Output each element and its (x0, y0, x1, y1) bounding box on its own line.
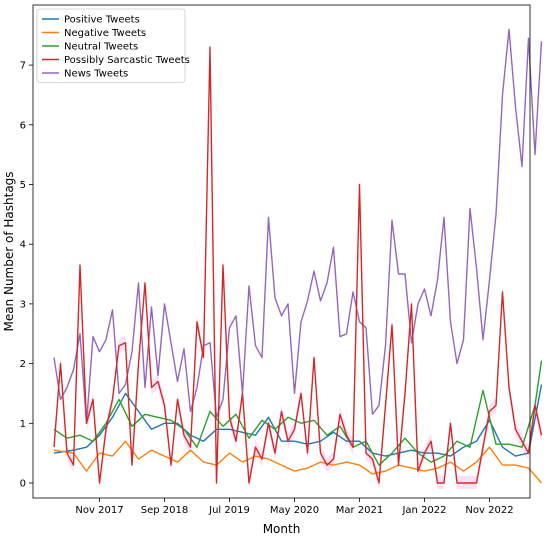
legend-entry: Negative Tweets (64, 28, 146, 39)
series-line-positive-tweets (53, 384, 543, 457)
y-tick-label: 0 (20, 479, 26, 490)
legend-box (36, 8, 186, 83)
x-tick-label: Sep 2018 (141, 505, 188, 516)
series-line-neutral-tweets (53, 360, 543, 466)
series-line-negative-tweets (53, 440, 543, 484)
plot-area-frame (32, 4, 531, 499)
series-line-possibly-sarcastic-tweets (53, 46, 543, 484)
y-tick-label: 5 (20, 180, 26, 191)
legend-entry: Positive Tweets (64, 15, 140, 26)
x-tick-label: Mar 2021 (336, 505, 384, 516)
y-tick-label: 2 (20, 359, 26, 370)
y-tick-label: 3 (20, 299, 26, 310)
y-axis-title: Mean Number of Hashtags (2, 171, 16, 331)
series-layer (53, 28, 543, 484)
y-tick-label: 6 (20, 120, 26, 131)
y-tick-label: 4 (20, 240, 26, 251)
x-tick-label: Jul 2019 (208, 505, 250, 516)
x-tick-label: May 2020 (270, 505, 319, 516)
x-tick-label: Jan 2022 (401, 505, 446, 516)
y-tick-label: 1 (20, 419, 26, 430)
legend-entry: Neutral Tweets (64, 42, 138, 53)
series-line-news-tweets (53, 28, 543, 424)
legend: Positive Tweets Negative Tweets Neutral Tw… (36, 8, 190, 83)
x-axis: Nov 2017 Sep 2018 Jul 2019 May 2020 Mar 2021… (75, 498, 514, 516)
y-tick-label: 7 (20, 61, 26, 72)
x-tick-label: Nov 2017 (75, 505, 123, 516)
y-axis: 0 1 2 3 4 5 6 7 (20, 61, 33, 490)
legend-entry: Possibly Sarcastic Tweets (64, 55, 190, 66)
legend-entry: News Tweets (64, 69, 128, 80)
x-tick-label: Nov 2022 (465, 505, 513, 516)
x-axis-title: Month (263, 522, 301, 536)
